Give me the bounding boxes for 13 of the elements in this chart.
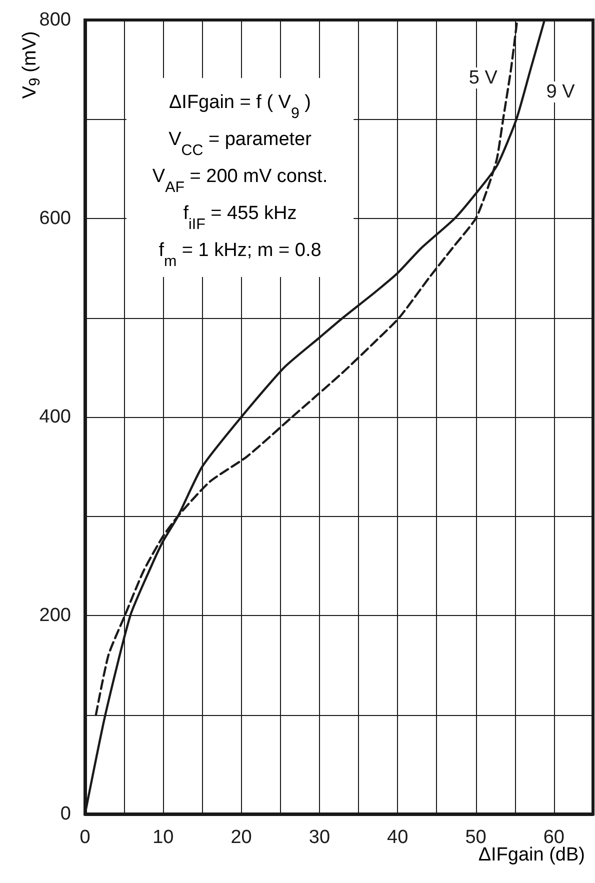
series-label: 5 V [468, 68, 498, 88]
x-tick-label: 10 [152, 827, 174, 848]
x-tick-label: 0 [80, 827, 90, 848]
y-tick-label: 400 [39, 406, 71, 428]
x-tick-label: 40 [387, 827, 408, 848]
y-axis-title: V9 (mV) [20, 31, 44, 99]
y-tick-label: 600 [39, 208, 71, 229]
series-label: 9 V [546, 82, 576, 102]
x-tick-label: 30 [308, 827, 330, 848]
y-tick-label: 800 [39, 10, 71, 30]
y-tick-label: 200 [39, 605, 71, 626]
x-tick-label: 20 [230, 827, 252, 848]
y-tick-label: 0 [60, 804, 71, 824]
